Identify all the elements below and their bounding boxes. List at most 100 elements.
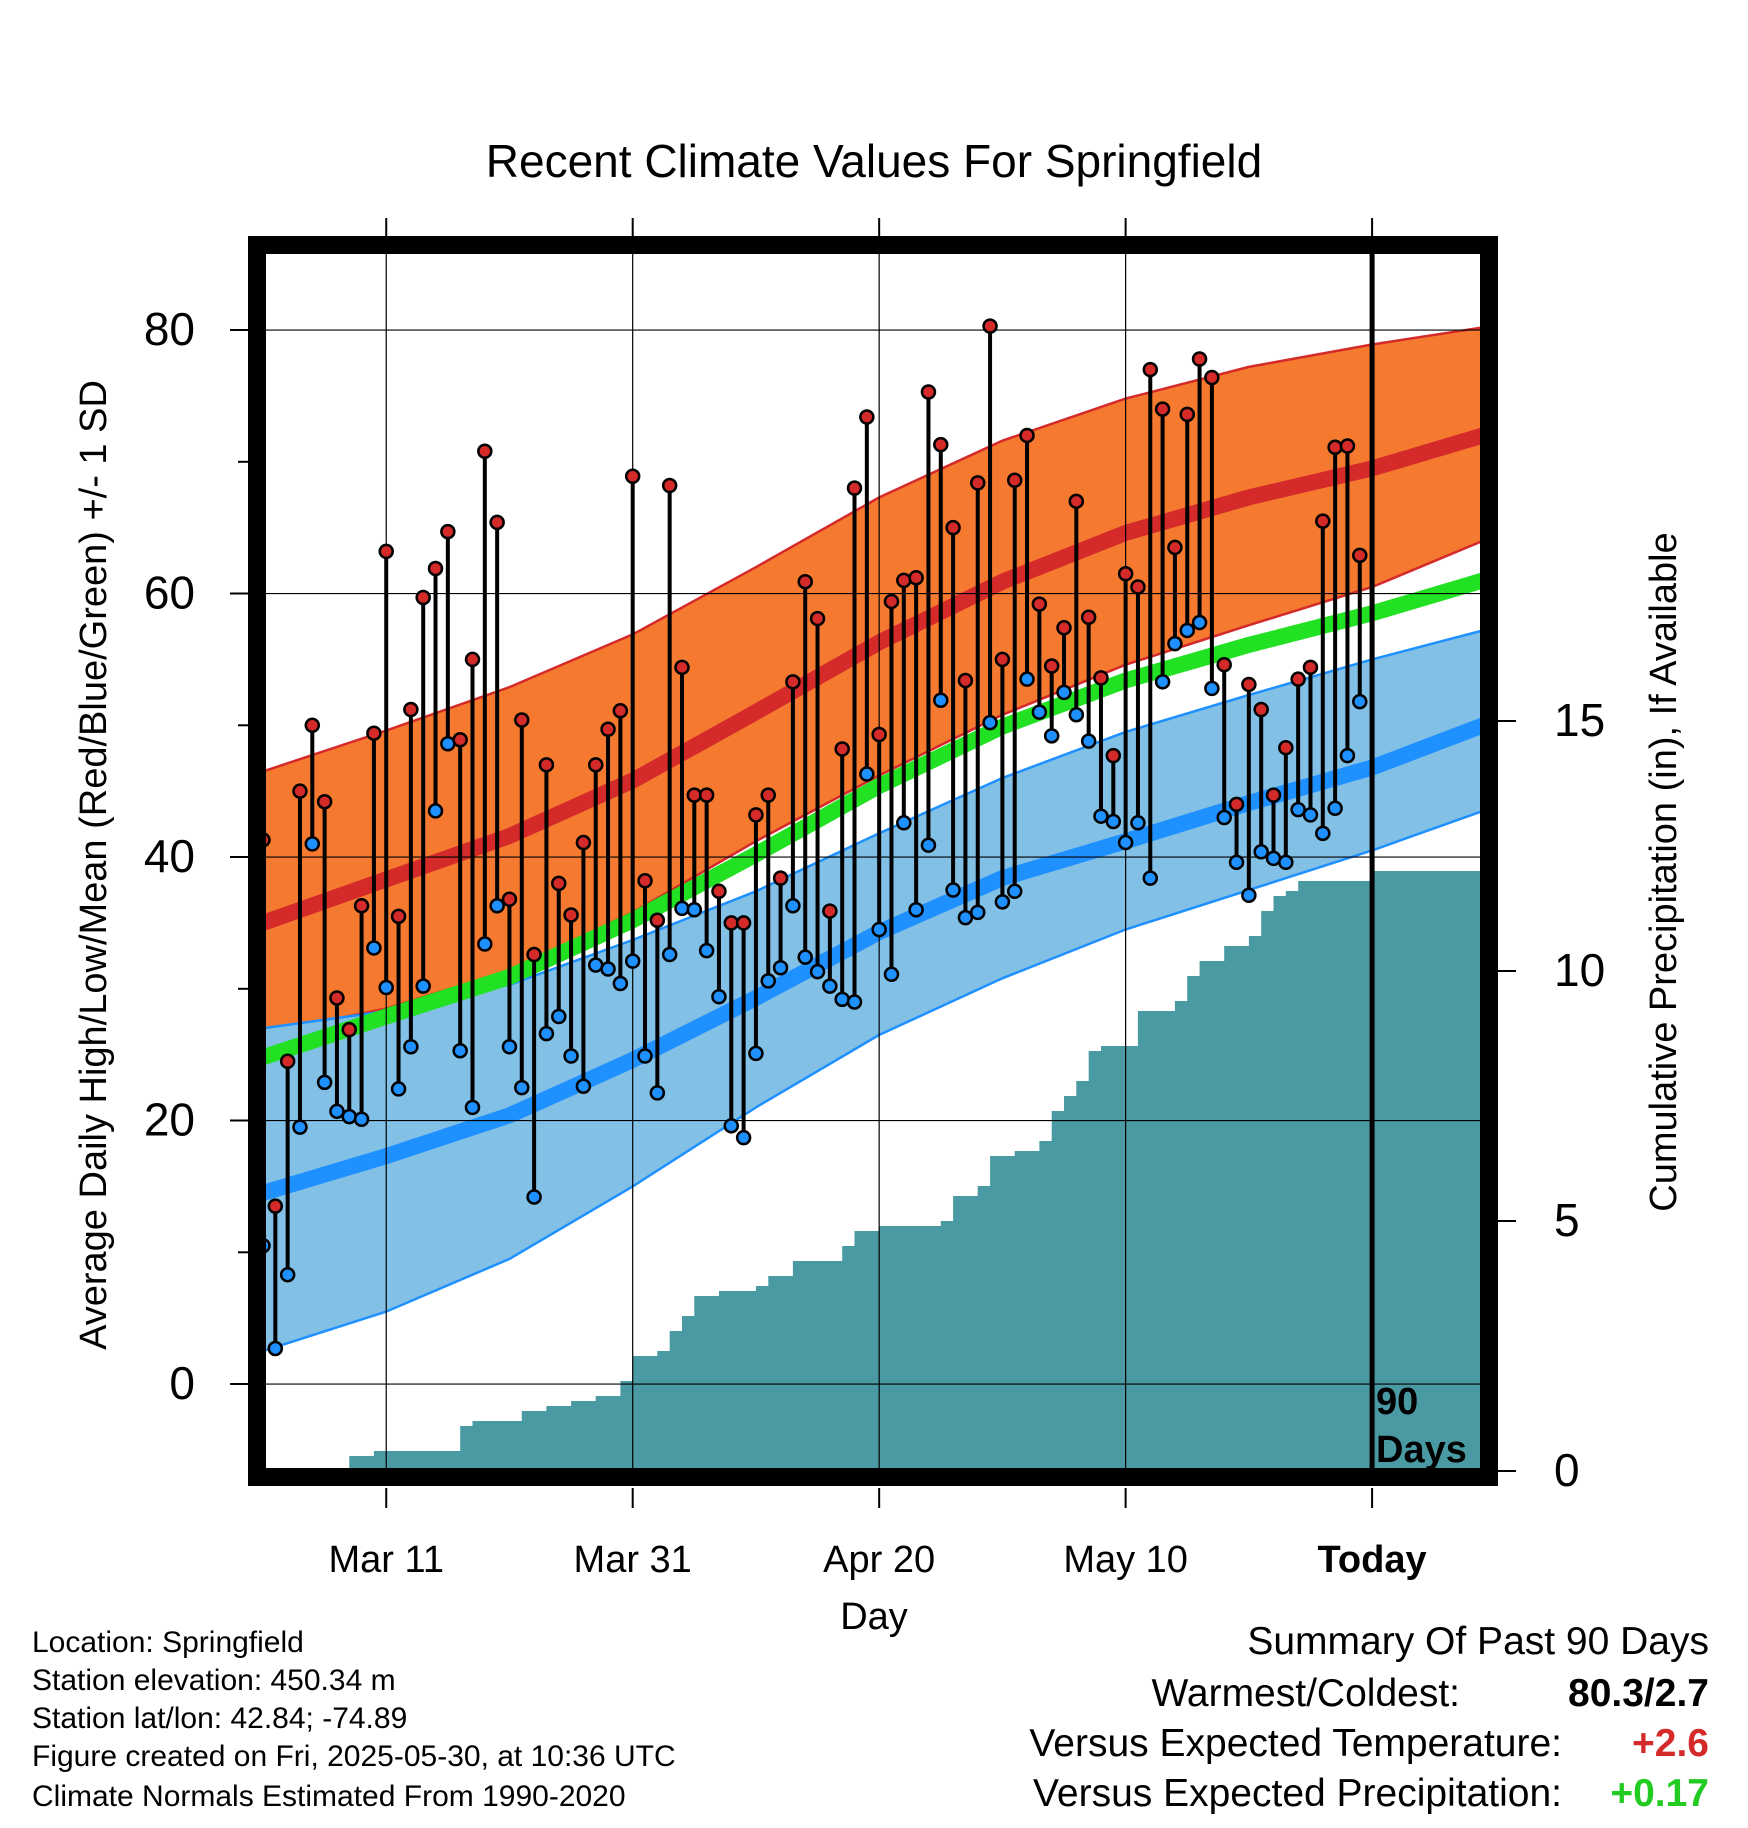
summary-warmest-coldest-label: Warmest/Coldest: (1151, 1672, 1460, 1715)
x-tick-label: Mar 11 (329, 1539, 444, 1581)
high-point (957, 672, 974, 689)
high-point (674, 659, 690, 676)
high-point (587, 757, 604, 773)
high-point (883, 593, 900, 610)
x-tick-label: Apr 20 (823, 1539, 935, 1581)
footer-location: Location: Springfield (32, 1626, 304, 1659)
low-point (969, 904, 986, 921)
low-point (279, 1266, 296, 1283)
low-point (834, 991, 850, 1008)
low-point (661, 946, 678, 963)
low-point (1093, 808, 1109, 824)
low-point (316, 1074, 333, 1091)
low-point (859, 766, 875, 782)
low-point (538, 1025, 555, 1042)
low-point (748, 1045, 764, 1062)
low-point (1327, 800, 1343, 817)
high-point (624, 468, 641, 485)
high-point (551, 875, 567, 892)
low-point (920, 837, 937, 853)
high-point (834, 741, 850, 757)
high-point (538, 757, 555, 773)
high-point (1228, 796, 1245, 813)
low-point (563, 1048, 579, 1064)
high-point (797, 573, 813, 590)
low-point (1056, 684, 1072, 701)
footer-latlon: Station lat/lon: 42.84; -74.89 (32, 1702, 408, 1735)
high-point (859, 409, 875, 425)
low-point (933, 692, 949, 709)
low-point (1290, 801, 1306, 818)
low-point (698, 942, 715, 959)
high-point (661, 477, 678, 494)
low-point (341, 1108, 358, 1125)
right-axis: 0 5 10 15 (1498, 694, 1605, 1496)
footer-created: Figure created on Fri, 2025-05-30, at 10… (32, 1740, 676, 1773)
high-point (279, 1053, 296, 1070)
high-point (723, 915, 740, 931)
high-point (1031, 596, 1048, 612)
high-point (1352, 547, 1368, 564)
x-tick-label: May 10 (1063, 1539, 1188, 1581)
low-point (1339, 747, 1356, 764)
high-point (735, 915, 752, 931)
low-point (686, 901, 703, 918)
low-point (587, 957, 604, 973)
x-axis-label: Day (840, 1596, 908, 1638)
low-point (1006, 883, 1023, 900)
high-point (1278, 739, 1294, 756)
high-point (785, 674, 801, 690)
y-right-tick-label: 15 (1554, 694, 1605, 746)
high-point (378, 543, 394, 560)
low-point (822, 978, 838, 994)
summary-precip-value: +0.17 (1610, 1772, 1709, 1815)
high-point (933, 436, 949, 453)
high-point (748, 807, 764, 823)
high-point (945, 519, 961, 536)
high-point (686, 787, 703, 803)
high-point (612, 703, 629, 719)
low-point (1302, 807, 1319, 823)
low-point (304, 836, 321, 852)
high-point (514, 712, 530, 728)
low-point (1352, 693, 1368, 710)
low-point (945, 882, 961, 898)
high-point (1327, 439, 1343, 456)
high-point (1253, 701, 1269, 718)
low-point (526, 1189, 542, 1205)
high-point (1142, 361, 1159, 378)
low-point (292, 1119, 308, 1135)
low-point (1019, 671, 1035, 687)
low-point (1191, 614, 1208, 631)
low-point (514, 1079, 530, 1096)
low-point (1216, 809, 1232, 826)
x-tick-label: Mar 31 (574, 1539, 692, 1581)
low-point (1117, 834, 1134, 851)
high-point (1241, 676, 1257, 693)
low-point (785, 898, 801, 914)
high-point (477, 443, 493, 460)
daily-observations (263, 318, 1368, 1357)
high-point (329, 990, 345, 1006)
today-label-line1: 90 (1376, 1381, 1418, 1423)
summary-title: Summary Of Past 90 Days (1247, 1620, 1709, 1663)
high-point (1179, 406, 1195, 423)
high-point (366, 725, 382, 741)
high-point (390, 908, 407, 925)
high-point (649, 912, 666, 929)
high-point (969, 475, 986, 491)
footer-elevation: Station elevation: 450.34 m (32, 1664, 396, 1697)
low-point (1043, 728, 1060, 744)
high-point (563, 907, 579, 923)
summary-temp-label: Versus Expected Temperature: (1029, 1722, 1562, 1765)
low-point (1167, 635, 1183, 652)
low-point (1278, 854, 1294, 871)
y-tick-label: 60 (144, 567, 195, 619)
low-point (1142, 870, 1159, 886)
high-point (1265, 787, 1282, 803)
high-point (316, 793, 333, 810)
high-point (1093, 670, 1109, 686)
y-tick-label: 20 (144, 1094, 195, 1146)
high-point (994, 651, 1011, 668)
